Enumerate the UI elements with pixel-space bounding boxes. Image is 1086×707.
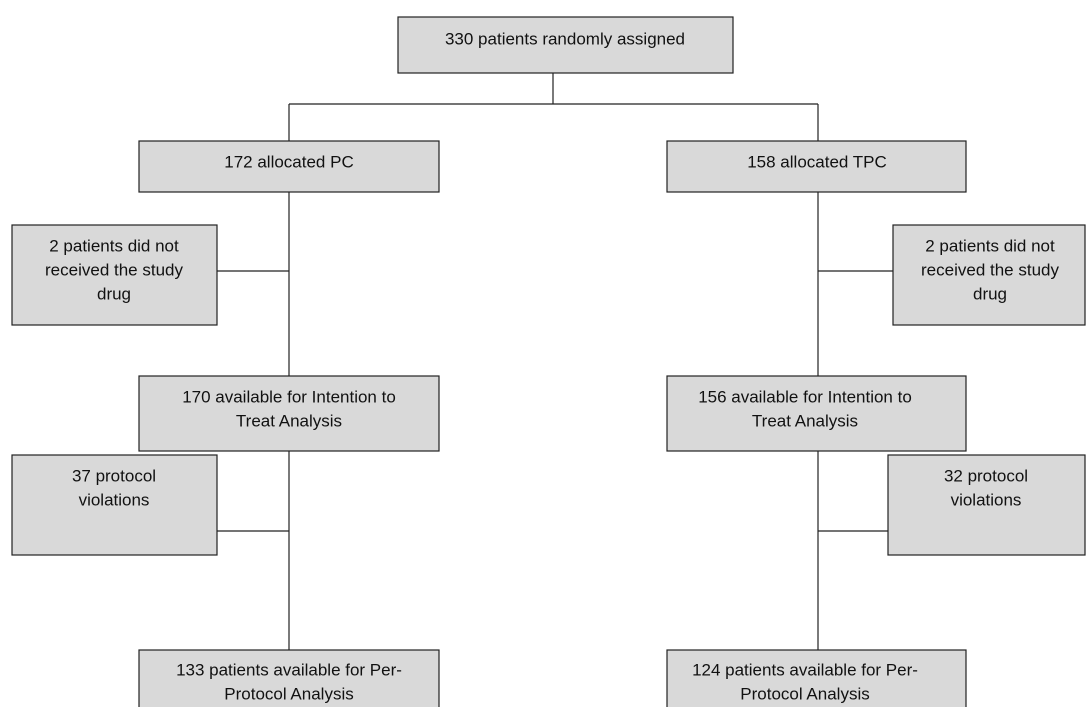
box	[666, 375, 967, 452]
box-text: 2 patients did not	[925, 236, 1055, 255]
box-text: Protocol Analysis	[224, 684, 353, 703]
box	[138, 649, 440, 707]
box-text: Treat Analysis	[752, 411, 858, 430]
box-text: Treat Analysis	[236, 411, 342, 430]
connectors	[217, 73, 893, 650]
box-text: 172 allocated PC	[224, 152, 353, 171]
box	[138, 140, 440, 193]
box-text: 133 patients available for Per-	[176, 660, 402, 679]
box-text: 2 patients did not	[49, 236, 179, 255]
box	[666, 140, 967, 193]
box-text: 32 protocol	[944, 466, 1028, 485]
box	[892, 224, 1086, 326]
box	[887, 454, 1086, 556]
box	[11, 454, 218, 556]
box-text: 37 protocol	[72, 466, 156, 485]
box	[397, 16, 734, 74]
box-text: 330 patients randomly assigned	[445, 29, 685, 48]
box-text: Protocol Analysis	[740, 684, 869, 703]
box-text: 156 available for Intention to	[698, 387, 912, 406]
box-text: received the study	[921, 260, 1059, 279]
boxes: 330 patients randomly assigned 172 alloca…	[11, 16, 1086, 707]
box-text: 124 patients available for Per-	[692, 660, 918, 679]
box-text: 158 allocated TPC	[747, 152, 887, 171]
box-text: 170 available for Intention to	[182, 387, 396, 406]
box-text: drug	[973, 284, 1007, 303]
box-text: violations	[951, 490, 1022, 509]
box	[11, 224, 218, 326]
box-text: received the study	[45, 260, 183, 279]
box-text: drug	[97, 284, 131, 303]
box-text: violations	[79, 490, 150, 509]
box	[666, 649, 967, 707]
box	[138, 375, 440, 452]
